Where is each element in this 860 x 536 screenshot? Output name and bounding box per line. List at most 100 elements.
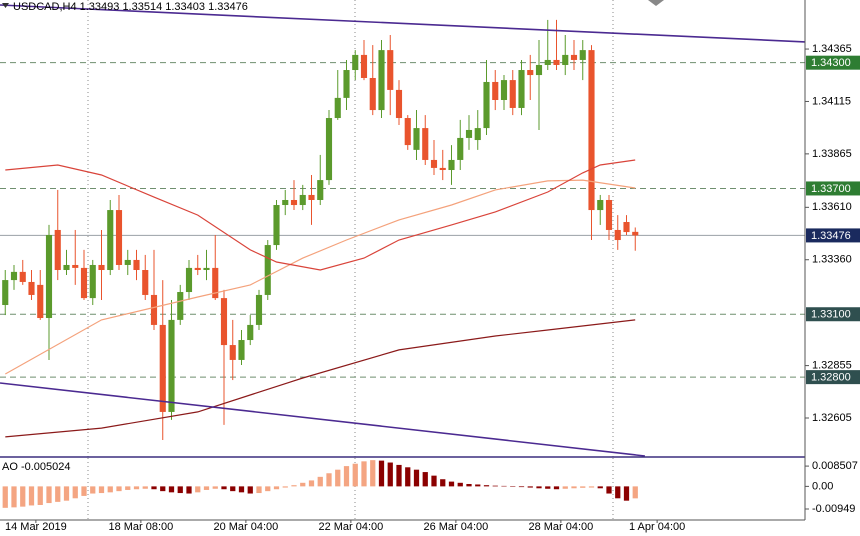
candle-body — [483, 81, 490, 129]
level-label-box — [806, 370, 860, 385]
ao-bar — [11, 486, 17, 508]
level-label-box — [806, 228, 860, 243]
ao-bar — [422, 472, 428, 487]
ao-bar — [571, 486, 577, 489]
ao-bar — [28, 486, 35, 506]
y-tick-label: 1.34115 — [812, 95, 851, 107]
ao-bar — [168, 486, 175, 493]
candle-body — [439, 167, 446, 171]
candle-body — [107, 210, 114, 271]
ao-bar — [510, 486, 516, 487]
ao-bar — [501, 485, 507, 487]
candle-body — [124, 259, 131, 265]
ao-bar — [580, 486, 586, 488]
ao-bar — [378, 460, 385, 487]
ao-bar — [256, 486, 262, 494]
ao-bar — [247, 486, 253, 494]
candle-body — [579, 50, 586, 60]
ao-bar — [413, 469, 420, 487]
candle-body — [142, 270, 149, 295]
ao-bar — [527, 486, 533, 488]
candle-body — [474, 128, 481, 141]
ao-bar — [2, 486, 8, 508]
candle-body — [623, 222, 630, 233]
candle-body — [133, 259, 140, 271]
line-series — [0, 382, 645, 457]
ao-bar — [466, 483, 472, 487]
candle-body — [37, 284, 44, 319]
ao-bar — [98, 486, 105, 494]
candle-body — [247, 324, 254, 341]
candle-body — [492, 81, 499, 100]
ao-bar — [125, 486, 131, 490]
ao-bar — [632, 486, 638, 499]
x-tick-label: 26 Mar 04:00 — [423, 521, 488, 533]
x-tick-label: 18 Mar 08:00 — [108, 521, 173, 533]
candle-body — [509, 80, 516, 108]
candle-body — [255, 294, 263, 325]
shift-marker — [648, 0, 664, 6]
y-tick-label: 1.33610 — [812, 201, 852, 213]
candle-body — [378, 50, 385, 111]
ao-y-tick-label: 0.00 — [812, 480, 833, 492]
ao-bar — [20, 486, 26, 507]
price-panel — [0, 0, 805, 457]
candle-body — [203, 267, 210, 271]
candle-body — [10, 271, 18, 281]
ao-bar — [553, 486, 560, 490]
candle-body — [588, 50, 595, 211]
ao-bar — [615, 486, 621, 499]
ao-bar — [142, 486, 148, 489]
candle-body — [54, 229, 61, 271]
ao-bar — [343, 466, 350, 487]
ao-bar — [230, 486, 236, 492]
candle-body — [632, 231, 639, 236]
candle-body — [98, 264, 105, 271]
candle-body — [28, 281, 35, 295]
candle-body — [325, 118, 333, 181]
ao-bar — [623, 486, 630, 501]
level-label: 1.33100 — [811, 309, 851, 321]
ao-y-tick-label: -0.00949 — [812, 503, 855, 515]
ao-bar — [545, 486, 551, 489]
candle-body — [150, 294, 158, 325]
ao-bar — [387, 462, 393, 487]
candle-body — [72, 264, 79, 268]
candle-body — [430, 159, 438, 168]
menu-arrow[interactable] — [2, 3, 9, 8]
level-label-box — [806, 55, 860, 70]
y-tick-label: 1.34365 — [812, 43, 852, 55]
ao-bar — [177, 486, 183, 494]
ao-bar — [55, 486, 61, 502]
ao-bar — [457, 482, 463, 487]
candle-body — [605, 199, 613, 230]
ao-bar — [300, 482, 306, 487]
ao-bar — [151, 486, 157, 490]
candle-body — [19, 271, 26, 282]
candle-body — [597, 199, 604, 211]
ao-bar — [160, 486, 166, 492]
candle-body — [273, 205, 280, 246]
candle-body — [369, 77, 376, 111]
x-tick-label: 1 Apr 04:00 — [629, 521, 685, 533]
ao-bar — [37, 486, 43, 505]
ao-bar — [335, 469, 341, 487]
line-series — [0, 4, 805, 43]
ao-bar — [536, 486, 542, 489]
ao-bar — [483, 485, 490, 487]
candle-body — [177, 292, 184, 320]
candle-body — [457, 137, 464, 160]
candle-body — [282, 199, 289, 206]
ao-bar — [212, 486, 218, 489]
candle-body — [63, 264, 70, 271]
line-series — [5, 179, 636, 375]
x-tick-label: 28 Mar 04:00 — [528, 521, 593, 533]
x-tick-label: 22 Mar 04:00 — [318, 521, 383, 533]
candle-body — [229, 345, 236, 360]
x-tick-label: 20 Mar 04:00 — [213, 521, 278, 533]
ao-bar — [273, 486, 280, 490]
ao-bar — [396, 464, 402, 487]
candle-body — [185, 267, 193, 293]
